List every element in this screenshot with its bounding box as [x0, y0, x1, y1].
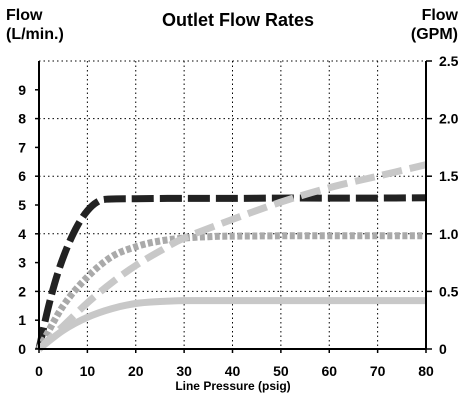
left-tick-label: 4: [18, 226, 26, 242]
left-axis-label-line1: Flow: [6, 7, 43, 24]
x-tick-label: 80: [418, 363, 434, 379]
right-tick-label: 2.5: [439, 53, 459, 69]
right-tick-label: 1.5: [439, 168, 459, 184]
x-tick-label: 30: [176, 363, 192, 379]
right-axis-label-line1: Flow: [422, 7, 459, 24]
right-tick-label: 1.0: [439, 226, 459, 242]
x-tick-label: 60: [321, 363, 337, 379]
left-tick-label: 2: [18, 283, 26, 299]
right-tick-label: 0.5: [439, 283, 459, 299]
series-line-4: [36, 297, 426, 352]
right-tick-label: 2.0: [439, 111, 459, 127]
axes: [35, 60, 432, 353]
x-tick-label: 50: [273, 363, 289, 379]
chart-title: Outlet Flow Rates: [162, 10, 314, 30]
left-tick-label: 7: [18, 139, 26, 155]
series-layer: [35, 161, 427, 352]
right-axis-label-line2: (GPM): [411, 26, 458, 43]
tick-labels: 0 1 2 3 4 5 6 7 8 9 0 0.5 1.0 1.5 2.0 2.5 0 10 20 30 40 50 60 7…: [18, 53, 458, 379]
x-tick-label: 20: [128, 363, 144, 379]
left-tick-label: 9: [18, 82, 26, 98]
left-tick-label: 5: [18, 197, 26, 213]
left-tick-label: 0: [18, 341, 26, 357]
x-axis-label: Line Pressure (psig): [175, 379, 290, 393]
left-tick-label: 3: [18, 255, 26, 271]
right-tick-label: 0: [439, 341, 447, 357]
x-tick-label: 40: [225, 363, 241, 379]
series-line-3: [36, 161, 427, 352]
left-tick-label: 1: [18, 312, 26, 328]
series-line-2: [35, 232, 426, 351]
series-line-1: [35, 194, 427, 350]
left-tick-label: 8: [18, 111, 26, 127]
left-axis-label-line2: (L/min.): [6, 26, 64, 43]
left-tick-label: 6: [18, 168, 26, 184]
x-tick-label: 10: [80, 363, 96, 379]
x-tick-label: 0: [35, 363, 43, 379]
x-tick-label: 70: [370, 363, 386, 379]
